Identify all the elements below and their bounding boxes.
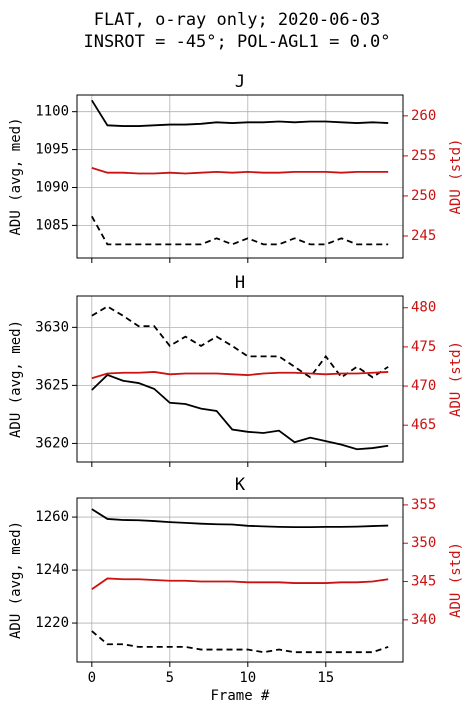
y-tick-label: 1220 bbox=[35, 615, 69, 631]
y2-tick-label: 345 bbox=[411, 574, 436, 590]
data-line bbox=[91, 630, 389, 654]
x-tick-label: 15 bbox=[317, 670, 334, 686]
y-axis-label: ADU (avg, med) bbox=[8, 320, 24, 438]
y2-tick-label: 340 bbox=[411, 612, 436, 628]
panel-title: J bbox=[235, 72, 245, 92]
data-line bbox=[91, 305, 389, 379]
y2-tick-label: 470 bbox=[411, 378, 436, 394]
y-tick-label: 3630 bbox=[35, 319, 69, 335]
y2-tick-label: 475 bbox=[411, 339, 436, 355]
y-tick-label: 1240 bbox=[35, 562, 69, 578]
y-tick-label: 3620 bbox=[35, 435, 69, 451]
y-tick-label: 1090 bbox=[35, 179, 69, 195]
axes-frame bbox=[76, 94, 404, 259]
x-tick-label: 10 bbox=[239, 670, 256, 686]
axes-frame bbox=[76, 497, 404, 663]
y-tick-label: 1095 bbox=[35, 142, 69, 158]
x-tick-label: 0 bbox=[88, 670, 96, 686]
y2-tick-label: 260 bbox=[411, 108, 436, 124]
data-line bbox=[91, 167, 389, 175]
y2-axis-label: ADU (std) bbox=[448, 542, 464, 618]
y2-tick-label: 250 bbox=[411, 188, 436, 204]
figure-title: FLAT, o-ray only; 2020-06-03 bbox=[94, 10, 381, 30]
data-line bbox=[91, 508, 389, 529]
y-tick-label: 1260 bbox=[35, 509, 69, 525]
panel-title: K bbox=[235, 475, 246, 495]
y2-tick-label: 245 bbox=[411, 228, 436, 244]
y2-tick-label: 480 bbox=[411, 300, 436, 316]
panel-title: H bbox=[235, 273, 245, 293]
data-line bbox=[91, 99, 389, 127]
data-line bbox=[91, 371, 389, 380]
y2-axis-label: ADU (std) bbox=[448, 341, 464, 417]
figure-subtitle: INSROT = -45°; POL-AGL1 = 0.0° bbox=[83, 32, 390, 52]
data-line bbox=[91, 577, 389, 590]
y-tick-label: 1085 bbox=[35, 217, 69, 233]
y2-tick-label: 350 bbox=[411, 535, 436, 551]
y2-tick-label: 465 bbox=[411, 417, 436, 433]
y-tick-label: 3625 bbox=[35, 377, 69, 393]
y-axis-label: ADU (avg, med) bbox=[8, 117, 24, 235]
y-tick-label: 1100 bbox=[35, 104, 69, 120]
y2-axis-label: ADU (std) bbox=[448, 139, 464, 215]
data-line bbox=[91, 215, 389, 246]
x-axis-label: Frame # bbox=[210, 688, 270, 704]
data-line bbox=[91, 373, 389, 451]
y2-tick-label: 355 bbox=[411, 497, 436, 513]
axes-frame bbox=[76, 295, 404, 463]
x-tick-label: 5 bbox=[166, 670, 174, 686]
y2-tick-label: 255 bbox=[411, 148, 436, 164]
y-axis-label: ADU (avg, med) bbox=[8, 521, 24, 639]
